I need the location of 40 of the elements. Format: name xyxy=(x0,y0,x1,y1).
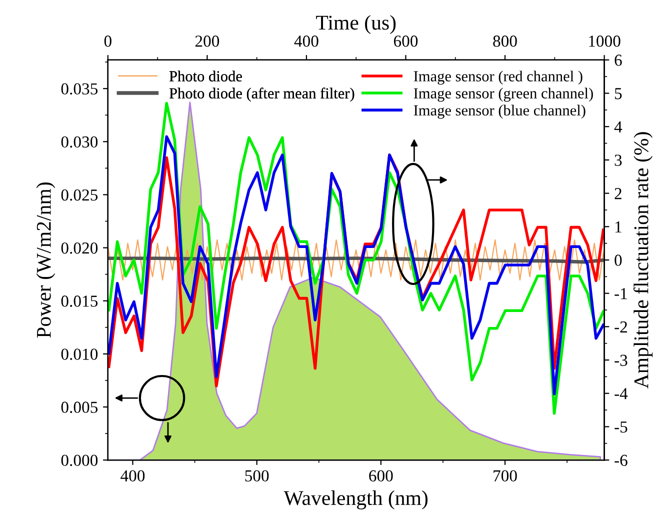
y2-tick-label: -5 xyxy=(614,422,628,433)
y-tick-label: 0.015 xyxy=(61,296,98,307)
x-tick-label: 500 xyxy=(245,470,269,482)
y2-tick-label: 6 xyxy=(614,54,622,66)
y2-axis-title: Amplitude fluctuation rate (%) xyxy=(633,132,653,388)
y-tick-label: 0.005 xyxy=(61,402,98,413)
x-tick-label: 600 xyxy=(369,470,393,482)
y-tick-label: 0.000 xyxy=(61,454,98,466)
x2-tick-label: 600 xyxy=(394,36,418,47)
legend-label: Photo diode xyxy=(169,70,242,82)
y2-tick-label: 5 xyxy=(614,88,622,100)
x2-tick-label: 200 xyxy=(195,36,220,47)
y2-tick-label: 1 xyxy=(615,221,622,232)
legend-label: Image sensor (blue channel) xyxy=(414,104,586,119)
y2-tick-label: -6 xyxy=(614,454,628,466)
x2-tick-label: 400 xyxy=(294,36,318,47)
y-tick-label: 0.035 xyxy=(61,83,98,95)
y-tick-label: 0.010 xyxy=(61,348,98,360)
x-axis-title: Wavelength (nm) xyxy=(284,490,428,510)
x2-tick-label: 1000 xyxy=(589,36,620,47)
x2-tick-label: 800 xyxy=(493,36,517,47)
y-tick-label: 0.025 xyxy=(61,189,98,201)
legend-label: Photo diode (after mean filter) xyxy=(169,88,354,102)
y2-tick-label: 2 xyxy=(614,188,622,200)
x2-tick-label: 0 xyxy=(104,36,112,47)
y2-tick-label: -3 xyxy=(614,354,628,366)
x2-axis-title: Time (us) xyxy=(316,15,396,34)
y2-tick-label: -1 xyxy=(614,288,627,300)
legend-label: Image sensor (green channel) xyxy=(414,88,593,102)
y2-tick-label: -4 xyxy=(614,388,628,400)
y2-tick-label: 3 xyxy=(614,154,622,166)
y2-tick-label: -2 xyxy=(614,321,627,332)
legend-label: Image sensor (red channel ) xyxy=(414,70,582,85)
x-tick-label: 700 xyxy=(494,470,517,482)
x-tick-label: 400 xyxy=(120,470,145,482)
y-tick-label: 0.030 xyxy=(61,136,98,148)
y-tick-label: 0.020 xyxy=(61,242,98,254)
y2-tick-label: 4 xyxy=(614,121,622,132)
y-axis-title: Power (W/m2/nm) xyxy=(36,182,56,338)
y2-tick-label: 0 xyxy=(614,254,622,266)
